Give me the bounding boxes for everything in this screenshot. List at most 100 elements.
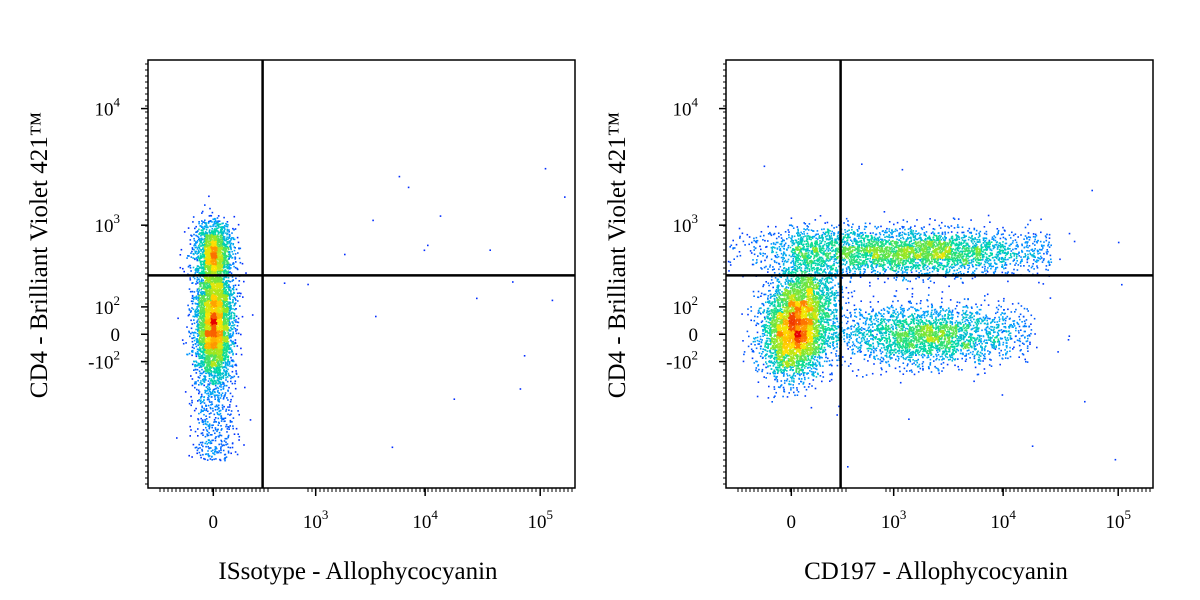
data-point [182,342,185,345]
data-point [220,292,223,294]
data-point [235,363,237,366]
data-point [179,254,182,256]
data-point [202,323,204,326]
data-point [220,352,223,355]
data-point [199,255,202,257]
data-point [231,335,234,337]
data-point [209,328,212,330]
data-point [223,340,226,343]
data-point [232,308,234,310]
data-point [205,287,208,290]
data-point [226,236,228,239]
data-point [199,335,202,338]
data-point [234,253,237,255]
data-point [225,300,228,302]
data-point [193,316,196,318]
data-point [190,332,192,335]
data-point [219,344,221,347]
data-point [196,351,199,353]
data-point [228,303,230,305]
data-point [213,421,215,423]
data-point [222,236,225,238]
data-point [199,363,201,365]
data-point [227,314,229,317]
data-point [213,360,215,362]
data-point [219,373,222,375]
data-point [225,282,227,285]
data-point [220,277,223,280]
data-point [209,207,211,210]
data-point [205,228,208,231]
data-point [224,270,227,273]
data-point [196,282,199,284]
data-point [213,327,215,330]
data-point [199,283,202,286]
data-point [227,347,229,349]
density-points [176,167,566,462]
data-point [226,262,229,265]
data-point [205,276,207,278]
data-point [191,331,194,334]
data-point [209,334,211,337]
data-point [206,294,209,296]
data-point [221,265,224,268]
data-point [227,270,230,272]
data-point [214,409,217,411]
data-point [233,304,235,307]
data-point [204,299,207,302]
data-point [213,259,215,261]
data-point [214,228,216,230]
data-point [228,251,231,253]
data-point [191,354,193,357]
data-point [204,235,207,237]
data-point [222,374,225,377]
data-point [213,341,216,343]
data-point [195,315,197,317]
data-point [211,257,214,259]
data-point [219,296,222,298]
data-point [226,291,229,293]
data-point [222,234,224,237]
data-point [219,340,221,343]
data-point [208,322,210,324]
data-point [188,313,191,316]
data-point [197,334,200,336]
data-point [232,299,234,301]
data-point [213,394,216,397]
data-point [229,365,231,367]
data-point [232,359,234,361]
data-point [227,258,229,261]
data-point [211,365,213,368]
data-point [194,311,196,313]
data-point [206,359,208,361]
data-point [206,320,209,323]
data-point [228,328,230,331]
data-point [234,387,237,390]
data-point [228,297,231,299]
data-point [238,257,241,260]
data-point [234,228,237,230]
data-point [226,349,228,352]
data-point [225,302,228,305]
data-point [228,363,231,365]
data-point [213,229,216,231]
data-point [220,294,223,296]
data-point [216,276,219,279]
data-point [221,222,223,225]
data-point [214,256,216,258]
data-point [210,293,212,296]
data-point [225,351,227,354]
data-point [201,292,204,295]
data-point [210,265,213,268]
data-point [196,302,199,305]
data-point [196,341,198,344]
data-point [211,267,213,270]
data-point [215,281,217,284]
data-point [217,270,219,273]
data-point [198,222,200,225]
data-point [204,237,207,240]
data-point [221,301,223,304]
data-point [228,229,230,231]
data-point [204,219,206,222]
